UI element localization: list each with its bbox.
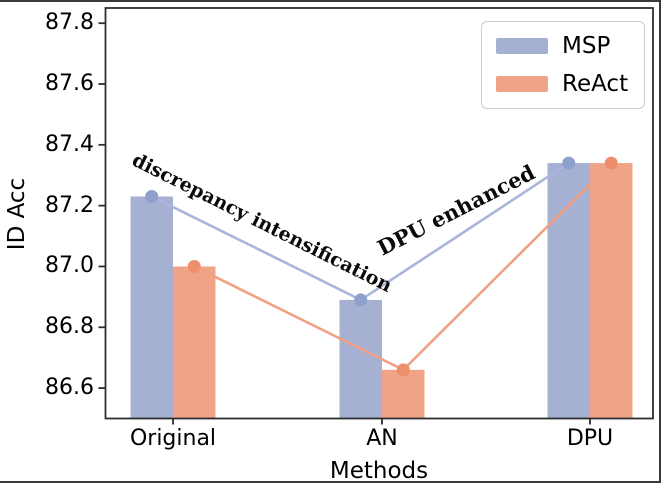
axes-frame xyxy=(104,7,654,420)
bar-msp-an xyxy=(339,299,382,419)
x-tick-label: DPU xyxy=(566,426,614,451)
marker-react-dpu xyxy=(604,156,618,170)
bar-react-original xyxy=(173,266,216,419)
legend-swatch-msp xyxy=(496,38,548,54)
legend-label-react: ReAct xyxy=(562,71,629,97)
y-tick-label: 87.0 xyxy=(45,253,94,279)
bar-react-dpu xyxy=(590,163,633,419)
bar-msp-dpu xyxy=(547,163,590,419)
y-tick-label: 87.2 xyxy=(45,192,94,218)
marker-msp-an xyxy=(354,293,368,307)
x-axis-label: Methods xyxy=(329,458,429,483)
marker-react-an xyxy=(396,363,410,377)
legend-item-msp: MSP xyxy=(496,33,630,59)
x-tick-label: AN xyxy=(366,426,398,451)
marker-msp-original xyxy=(145,190,159,204)
y-tick-label: 87.8 xyxy=(45,10,94,36)
marker-msp-dpu xyxy=(562,156,576,170)
y-tick-label: 87.6 xyxy=(45,71,94,97)
marker-react-original xyxy=(187,259,201,273)
x-tick-label: Original xyxy=(129,426,217,451)
legend: MSP ReAct xyxy=(481,21,645,109)
bar-react-an xyxy=(382,369,425,419)
legend-item-react: ReAct xyxy=(496,71,630,97)
y-tick-label: 86.6 xyxy=(45,375,94,401)
y-tick-label: 87.4 xyxy=(45,131,94,157)
legend-label-msp: MSP xyxy=(562,33,611,59)
legend-swatch-react xyxy=(496,76,548,92)
bar-msp-original xyxy=(130,196,173,419)
y-tick-label: 86.8 xyxy=(45,314,94,340)
